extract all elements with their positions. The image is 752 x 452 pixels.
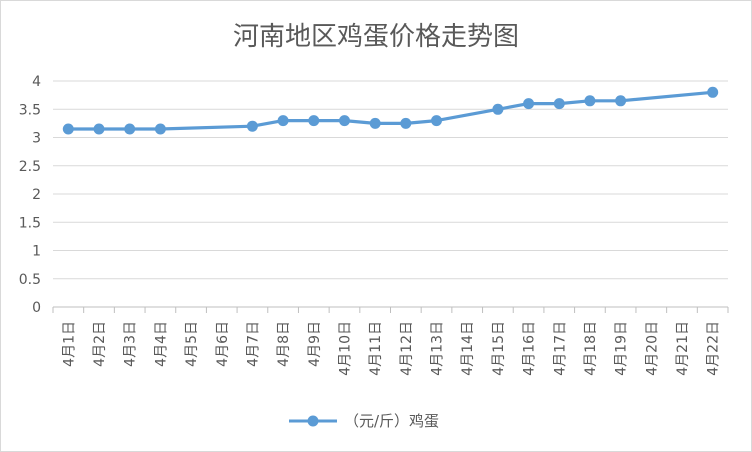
data-point	[154, 123, 166, 135]
legend-marker	[307, 415, 319, 427]
x-tick-label: 4月9日	[307, 321, 323, 367]
y-tick-label: 3.5	[19, 102, 41, 118]
y-tick-label: 2	[32, 187, 41, 203]
y-tick-label: 1	[32, 244, 41, 260]
y-tick-label: 4	[32, 74, 41, 90]
data-point	[492, 103, 504, 115]
x-tick-label: 4月21日	[675, 321, 691, 376]
x-tick-label: 4月10日	[337, 321, 353, 376]
chart-title: 河南地区鸡蛋价格走势图	[233, 22, 519, 52]
data-point	[369, 117, 381, 129]
data-point	[523, 98, 535, 110]
data-point	[62, 123, 74, 135]
data-point	[400, 117, 412, 129]
x-tick-label: 4月17日	[552, 321, 568, 376]
x-tick-label: 4月6日	[215, 321, 231, 367]
data-point	[93, 123, 105, 135]
x-tick-label: 4月14日	[460, 321, 476, 376]
x-tick-label: 4月15日	[491, 321, 507, 376]
series-lines	[62, 86, 719, 135]
x-tick-label: 4月18日	[583, 321, 599, 376]
data-point	[707, 86, 719, 98]
gridlines	[53, 80, 728, 308]
x-tick-label: 4月19日	[614, 321, 630, 376]
y-tick-label: 3	[32, 131, 41, 147]
x-tick-label: 4月1日	[61, 321, 77, 367]
x-tick-label: 4月11日	[368, 321, 384, 376]
x-tick-label: 4月13日	[430, 321, 446, 376]
y-tick-label: 2.5	[19, 159, 41, 175]
x-tick-label: 4月4日	[153, 321, 169, 367]
x-tick-label: 4月20日	[644, 321, 660, 376]
x-tick-label: 4月12日	[399, 321, 415, 376]
x-tick-label: 4月16日	[522, 321, 538, 376]
data-point	[124, 123, 136, 135]
x-axis: 4月1日 4月2日 4月3日 4月4日 4月5日 4月6日 4月7日 4月8日 4月9日 4月10…	[52, 307, 729, 376]
data-point	[431, 115, 442, 127]
x-tick-label: 4月2日	[92, 321, 108, 367]
legend: （元/斤）鸡蛋	[289, 412, 439, 430]
x-tick-label: 4月8日	[276, 321, 292, 367]
data-point	[277, 115, 289, 127]
x-tick-label: 4月5日	[184, 321, 200, 367]
data-point	[584, 95, 596, 107]
data-point	[308, 115, 320, 127]
x-tick-label: 4月22日	[706, 321, 722, 376]
data-point	[553, 98, 565, 110]
data-point	[246, 120, 258, 132]
y-axis-ticks: 0 0.5 1 1.5 2 2.5 3 3.5 4	[19, 74, 41, 316]
data-point	[615, 95, 627, 107]
y-tick-label: 0.5	[19, 272, 41, 288]
legend-label: （元/斤）鸡蛋	[344, 412, 439, 430]
x-tick-label: 4月7日	[245, 321, 261, 367]
data-point	[339, 115, 350, 127]
x-tick-label: 4月3日	[123, 321, 139, 367]
y-tick-label: 1.5	[19, 215, 41, 231]
y-tick-label: 0	[32, 300, 41, 316]
